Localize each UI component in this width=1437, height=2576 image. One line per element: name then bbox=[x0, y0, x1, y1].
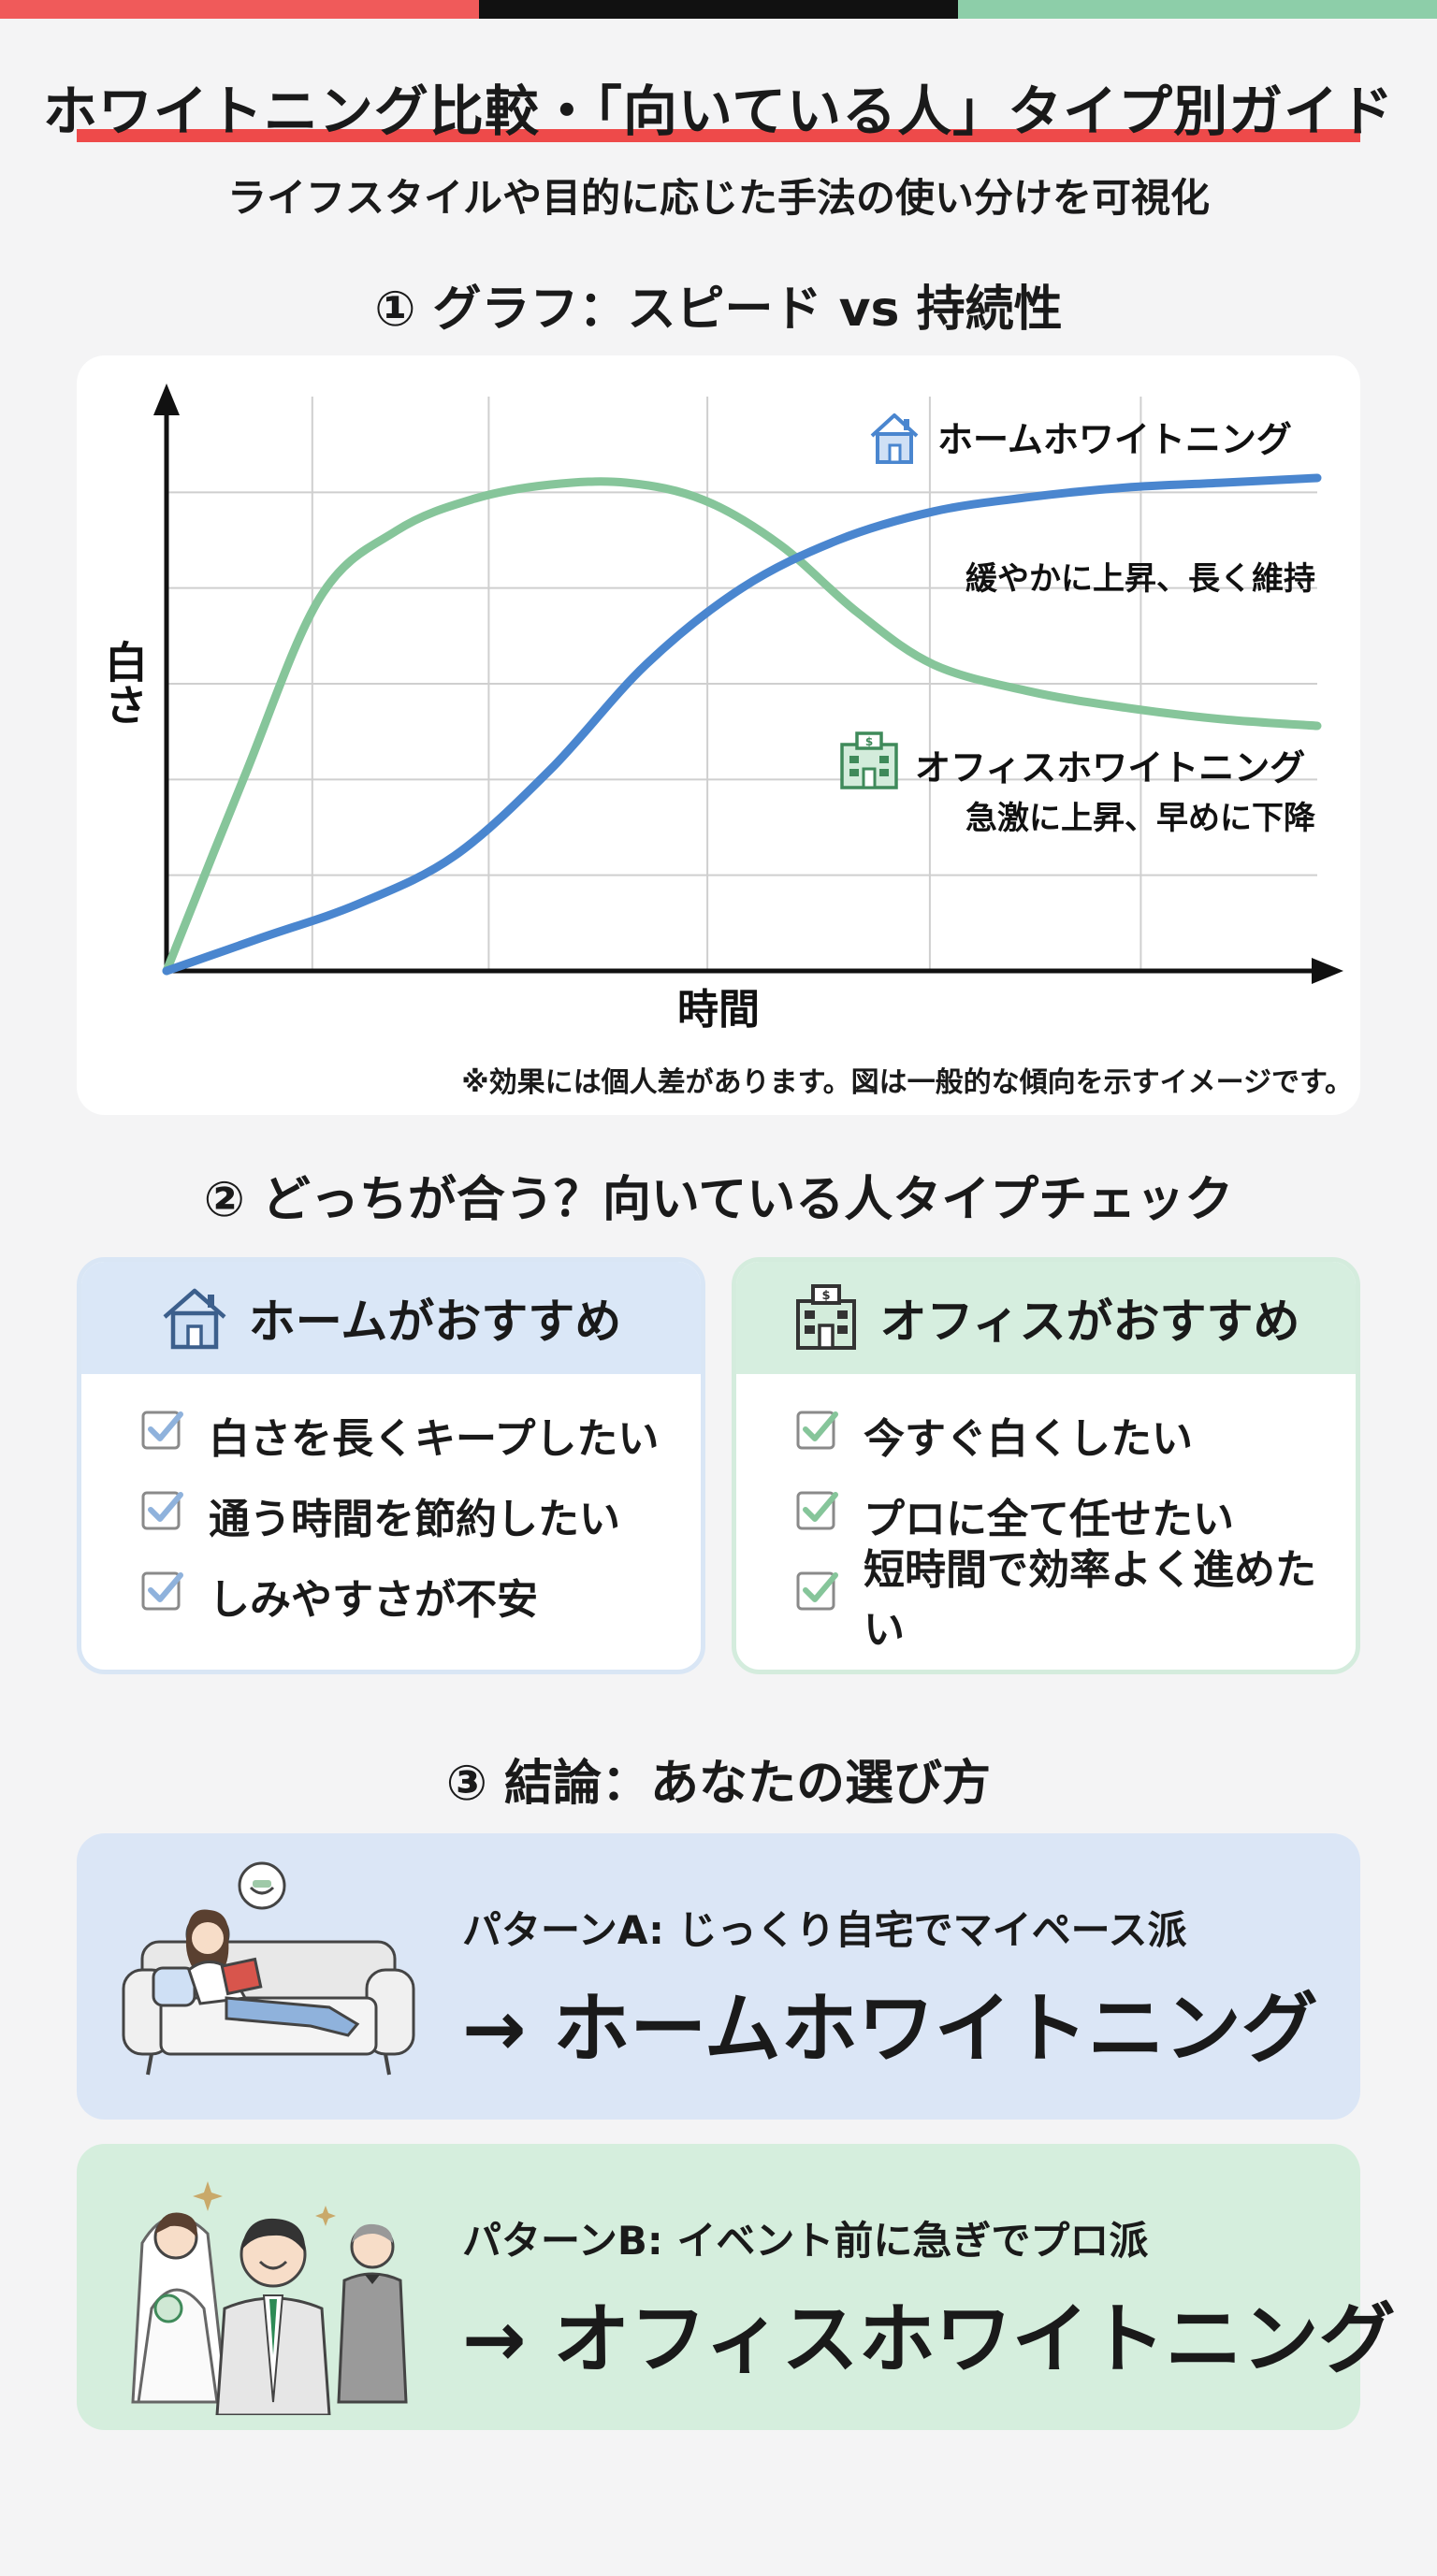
chart-axes bbox=[153, 384, 1343, 984]
pattern-a-description: パターンA: じっくり自宅でマイペース派 bbox=[462, 1907, 1187, 1953]
series-line-home bbox=[162, 473, 1322, 976]
clinic-icon: $ bbox=[795, 1284, 856, 1350]
checkbox-checked-icon bbox=[139, 1487, 186, 1544]
y-axis-label: 白さ bbox=[98, 640, 149, 726]
pattern-b-result: → オフィスホワイトニング bbox=[462, 2295, 1396, 2384]
page-subtitle: ライフスタイルや目的に応じた手法の使い分けを可視化 bbox=[226, 175, 1210, 221]
person-reading-on-sofa-illustration bbox=[122, 1861, 415, 2076]
pattern-a-result: → ホームホワイトニング bbox=[462, 1985, 1318, 2074]
x-axis-label: 時間 bbox=[677, 986, 760, 1034]
top-bar-black bbox=[479, 0, 958, 19]
home-card-header: ホームがおすすめ bbox=[81, 1262, 701, 1374]
section-graph-heading: ① グラフ：スピード vs 持続性 bbox=[374, 282, 1063, 338]
series-home-name: ホームホワイトニング bbox=[937, 419, 1292, 460]
list-item: 短時間で効率よく進めたい bbox=[794, 1546, 1356, 1654]
list-item: しみやすさが不安 bbox=[139, 1556, 701, 1636]
y-axis-arrow bbox=[153, 384, 180, 415]
svg-text:$: $ bbox=[821, 1289, 830, 1303]
series-office-desc: 急激に上昇、早めに下降 bbox=[965, 800, 1316, 837]
series-line-office bbox=[162, 477, 1322, 976]
home-item-list: 白さを長くキープしたい 通う時間を節約したい しみやすさが不安 bbox=[81, 1374, 701, 1636]
svg-text:$: $ bbox=[865, 735, 873, 748]
chart-card: 白さ 時間 ホームホワイトニング 緩やかに上昇、長く維持 $ bbox=[77, 355, 1360, 1115]
series-office-name: オフィスホワイトニング bbox=[915, 747, 1305, 789]
list-item: 通う時間を節約したい bbox=[139, 1475, 701, 1556]
office-recommend-card: $ オフィスがおすすめ 今すぐ白くしたい プロに全て任せたい 短時間で効率よく進… bbox=[732, 1257, 1360, 1674]
list-item-label: プロに全て任せたい bbox=[864, 1496, 1234, 1543]
list-item-label: 白さを長くキープしたい bbox=[209, 1415, 660, 1463]
series-home-desc: 緩やかに上昇、長く維持 bbox=[965, 560, 1315, 598]
pattern-b-description: パターンB: イベント前に急ぎでプロ派 bbox=[462, 2218, 1149, 2264]
pattern-b-card: パターンB: イベント前に急ぎでプロ派 → オフィスホワイトニング bbox=[77, 2144, 1396, 2430]
checkbox-checked-icon bbox=[139, 1407, 186, 1464]
house-icon bbox=[163, 1288, 226, 1350]
section-check-heading: ② どっちが合う？向いている人タイプチェック bbox=[203, 1172, 1234, 1228]
checkbox-checked-icon bbox=[794, 1568, 841, 1625]
list-item: プロに全て任せたい bbox=[794, 1475, 1356, 1556]
top-bar-green bbox=[958, 0, 1437, 19]
house-icon bbox=[870, 413, 919, 464]
top-bar-red bbox=[0, 0, 479, 19]
page-title: ホワイトニング比較・「向いている人」タイプ別ガイド bbox=[42, 80, 1395, 143]
top-color-bar bbox=[0, 0, 1437, 19]
legend-office: $ オフィスホワイトニング bbox=[840, 731, 1305, 789]
title-underline bbox=[77, 129, 1360, 142]
checkbox-checked-icon bbox=[139, 1568, 186, 1625]
office-card-title: オフィスがおすすめ bbox=[879, 1295, 1300, 1349]
checkbox-checked-icon bbox=[794, 1407, 841, 1464]
x-axis-arrow bbox=[1312, 958, 1343, 984]
chart: 白さ 時間 ホームホワイトニング 緩やかに上昇、長く維持 $ bbox=[98, 384, 1343, 1034]
list-item-label: しみやすさが不安 bbox=[209, 1576, 538, 1624]
section-conclusion-heading: ③ 結論：あなたの選び方 bbox=[445, 1756, 992, 1812]
chart-note: ※効果には個人差があります。図は一般的な傾向を示すイメージです。 bbox=[461, 1066, 1353, 1099]
clinic-icon: $ bbox=[840, 731, 898, 789]
list-item-label: 今すぐ白くしたい bbox=[864, 1415, 1193, 1463]
pattern-a-card: パターンA: じっくり自宅でマイペース派 → ホームホワイトニング bbox=[77, 1833, 1360, 2120]
list-item: 今すぐ白くしたい bbox=[794, 1395, 1356, 1475]
list-item-label: 短時間で効率よく進めたい bbox=[864, 1546, 1316, 1654]
home-recommend-card: ホームがおすすめ 白さを長くキープしたい 通う時間を節約したい しみやすさが不安 bbox=[77, 1257, 705, 1674]
checkbox-checked-icon bbox=[794, 1487, 841, 1544]
legend-home: ホームホワイトニング bbox=[870, 413, 1292, 464]
office-item-list: 今すぐ白くしたい プロに全て任せたい 短時間で効率よく進めたい bbox=[736, 1374, 1356, 1654]
chart-lines bbox=[162, 473, 1322, 976]
home-card-title: ホームがおすすめ bbox=[248, 1295, 622, 1349]
wedding-couple-illustration bbox=[131, 2181, 408, 2415]
office-card-header: $ オフィスがおすすめ bbox=[736, 1262, 1356, 1374]
list-item-label: 通う時間を節約したい bbox=[209, 1496, 620, 1543]
list-item: 白さを長くキープしたい bbox=[139, 1395, 701, 1475]
